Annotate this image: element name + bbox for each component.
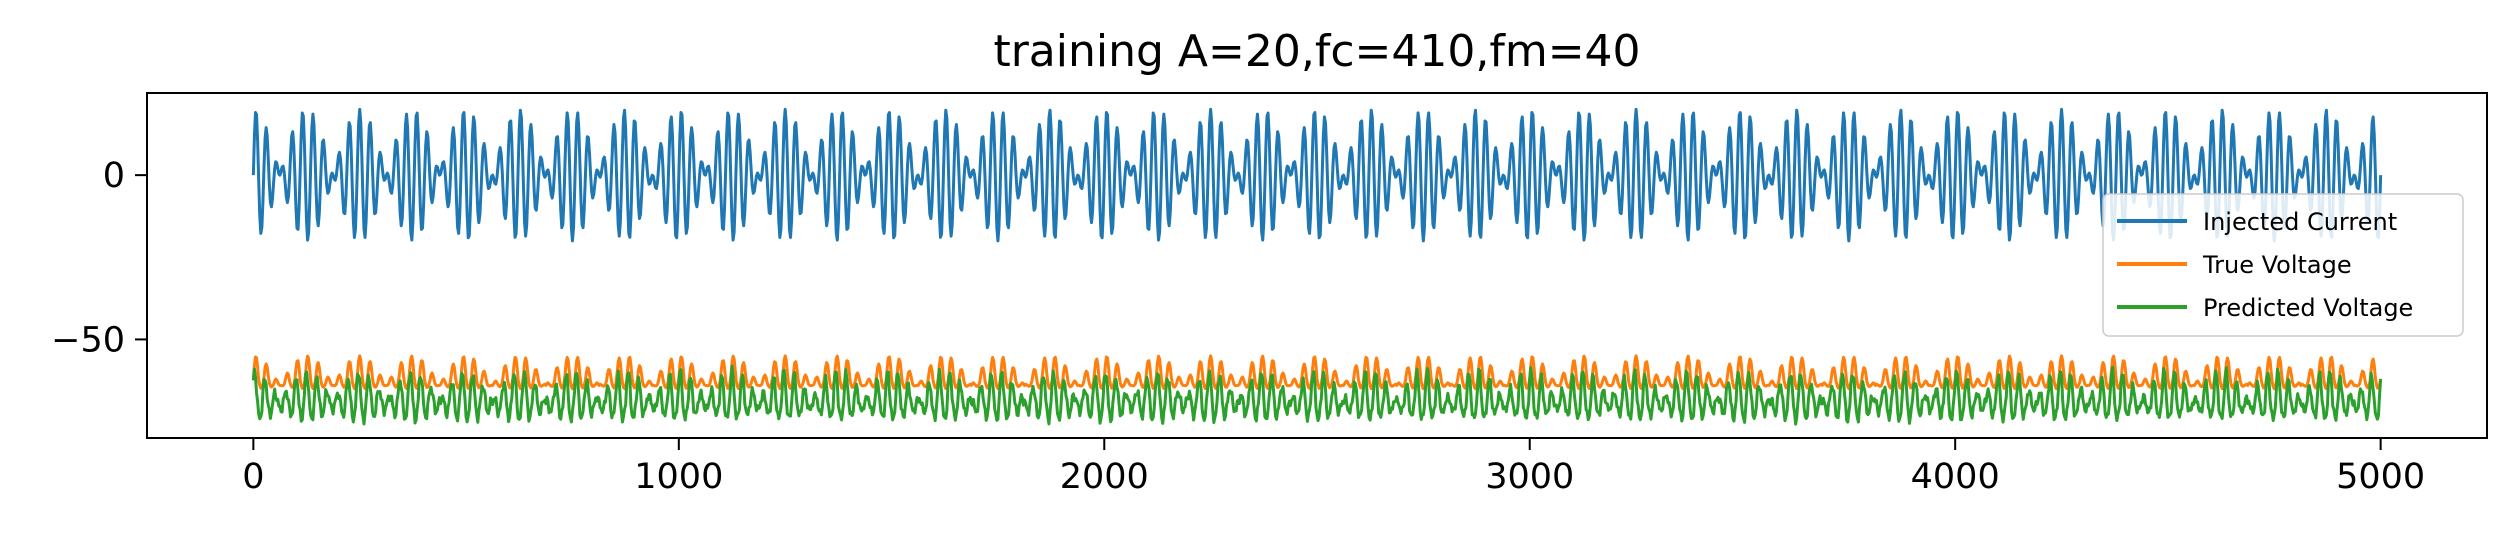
legend-label-predicted-voltage: Predicted Voltage <box>2203 294 2413 322</box>
x-axis: 0 1000 2000 3000 4000 5000 <box>242 438 2425 497</box>
series-line-injected-current <box>251 107 2383 243</box>
series-line-predicted-voltage <box>251 364 2383 426</box>
plot-area <box>146 92 2488 439</box>
series-layer <box>251 107 2383 426</box>
y-tick-label: −50 <box>51 320 125 360</box>
y-axis: 0 −50 <box>51 156 147 360</box>
legend-label-true-voltage: True Voltage <box>2202 251 2352 279</box>
legend-box <box>2102 193 2464 337</box>
x-tick-label: 3000 <box>1485 457 1574 497</box>
x-tick-label: 4000 <box>1911 457 2000 497</box>
x-tick-label: 2000 <box>1060 457 1149 497</box>
axes-frame <box>146 92 2488 439</box>
x-tick-label: 5000 <box>2336 457 2425 497</box>
x-tick-label: 1000 <box>634 457 723 497</box>
series-line-true-voltage <box>251 354 2383 391</box>
chart-title: training A=20,fc=410,fm=40 <box>993 26 1640 77</box>
y-ticks: 0 −50 <box>51 156 147 360</box>
x-ticks: 0 1000 2000 3000 4000 5000 <box>242 438 2425 497</box>
x-tick-label: 0 <box>242 457 264 497</box>
legend-label-injected-current: Injected Current <box>2203 208 2397 236</box>
y-tick-label: 0 <box>103 156 125 196</box>
legend: Injected Current True Voltage Predicted … <box>2102 193 2464 337</box>
